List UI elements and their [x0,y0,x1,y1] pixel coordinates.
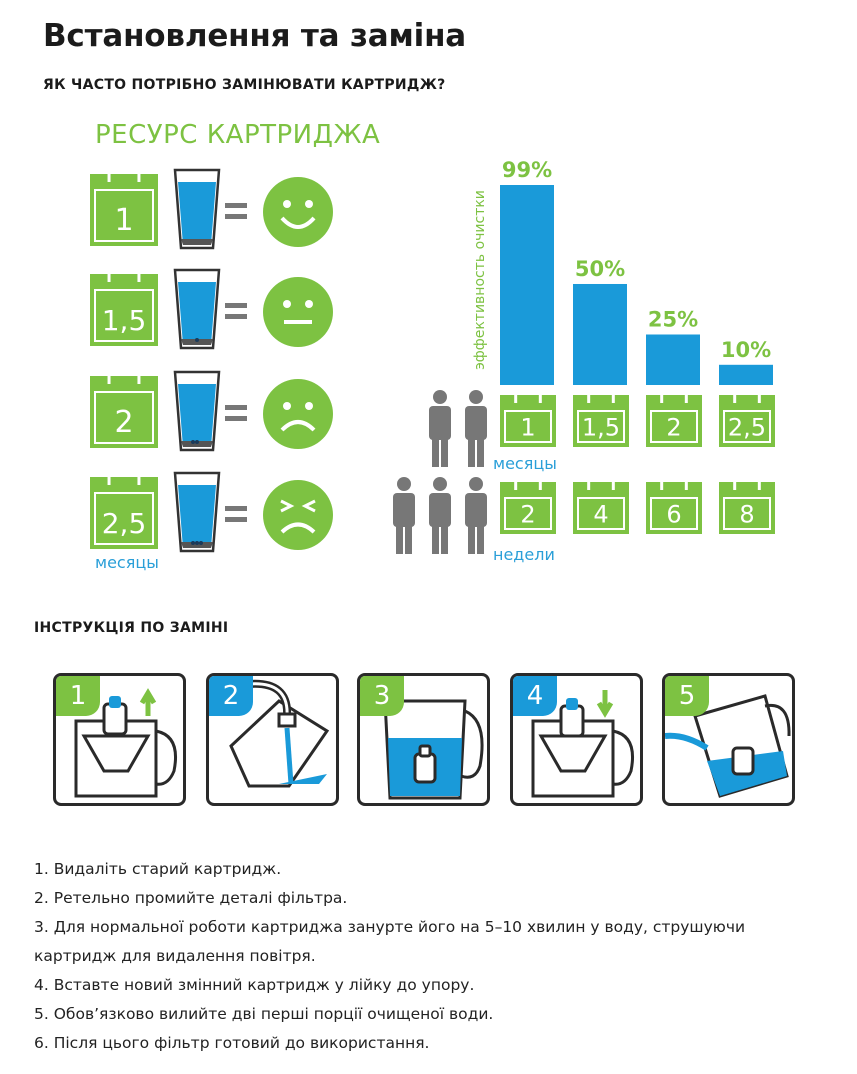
step-1-badge: 1 [56,676,100,716]
bar-value-label: 10% [721,338,771,362]
calendar-value: 8 [739,501,754,529]
efficiency-chart: 99% 50% 25% 10% эффективность очистки 1 1,5 2 2,… [393,158,775,554]
section-frequency-heading: ЯК ЧАСТО ПОТРІБНО ЗАМІНЮВАТИ КАРТРИДЖ? [43,77,446,93]
bar [573,283,627,385]
instruction-item: 3. Для нормальної роботи картриджа занур… [34,918,746,965]
rinse-filter-icon [229,679,330,788]
calendar-value: 4 [593,501,608,529]
person-icon [429,390,451,467]
step-5-badge: 5 [665,676,709,716]
calendar-value: 2 [666,414,681,442]
water-glass-icon [173,268,221,350]
equals-sign-icon [225,203,247,219]
resource-panel: 1 1,5 2 2,5 [90,168,333,553]
instruction-item: 4. Вставте новий змінний картридж у лійк… [34,976,475,994]
calendar-icon: 2 [646,391,702,447]
chart-weeks-label: недели [493,545,555,564]
chart-ylabel: эффективность очистки [472,190,488,370]
calendar-icon: 1 [500,391,556,447]
bar-value-label: 50% [575,257,625,281]
step-2-rinse-filter: 2 [206,673,339,806]
bar [646,334,700,385]
person-icon [393,477,415,554]
person-icon [465,390,487,467]
equals-sign-icon [225,506,247,522]
step-3-badge: 3 [360,676,404,716]
calendar-value: 2 [114,405,133,440]
resource-months-label: месяцы [95,553,159,572]
calendar-icon: 1,5 [90,270,158,346]
calendar-value: 2,5 [728,414,766,442]
instruction-item: 1. Видаліть старий картридж. [34,860,282,878]
pour-out-water-icon [665,694,791,798]
bar-value-label: 99% [502,158,552,182]
calendar-value: 1 [520,414,535,442]
calendar-value: 2 [520,501,535,529]
neutral-face-icon [263,277,333,347]
step-2-badge: 2 [209,676,253,716]
equals-sign-icon [225,405,247,421]
instruction-item: 2. Ретельно промийте деталі фільтра. [34,889,348,907]
section-instructions-heading: ІНСТРУКЦІЯ ПО ЗАМІНІ [34,620,229,636]
bar [719,364,773,385]
sad-face-icon [263,379,333,449]
water-glass-icon [173,471,221,553]
step-5-pour-out-water: 5 [662,673,795,806]
step-4-insert-cartridge: 4 [510,673,643,806]
calendar-value: 1,5 [102,304,147,337]
happy-face-icon [263,177,333,247]
remove-cartridge-icon [74,688,177,798]
calendar-value: 2,5 [102,507,147,540]
soak-cartridge-icon [383,699,484,800]
equals-sign-icon [225,303,247,319]
instruction-item: 5. Обов’язково вилийте дві перші порції … [34,1005,494,1023]
calendar-value: 1,5 [582,414,620,442]
bar [500,185,554,385]
bar-value-label: 25% [648,307,698,331]
step-3-soak-cartridge: 3 [357,673,490,806]
calendar-icon: 2 [90,372,158,448]
calendar-icon: 2,5 [90,473,158,549]
calendar-icon: 2 [500,478,556,534]
calendar-icon: 1 [90,170,158,246]
water-glass-icon [173,370,221,452]
page-title: Встановлення та заміна [43,18,467,54]
person-icon [429,477,451,554]
chart-months-label: месяцы [493,454,557,473]
instruction-list: 1. Видаліть старий картридж. 2. Ретельно… [34,855,824,1058]
water-glass-icon [173,168,221,250]
resource-title: РЕСУРС КАРТРИДЖА [95,120,381,150]
calendar-icon: 8 [719,478,775,534]
calendar-icon: 4 [573,478,629,534]
step-4-badge: 4 [513,676,557,716]
angry-face-icon [263,480,333,550]
step-1-remove-cartridge: 1 [53,673,186,806]
instruction-item: 6. Після цього фільтр готовий до викорис… [34,1034,430,1052]
person-icon [465,477,487,554]
calendar-icon: 6 [646,478,702,534]
calendar-icon: 2,5 [719,391,775,447]
calendar-icon: 1,5 [573,391,629,447]
calendar-value: 1 [114,203,133,238]
insert-cartridge-icon [531,690,634,798]
calendar-value: 6 [666,501,681,529]
